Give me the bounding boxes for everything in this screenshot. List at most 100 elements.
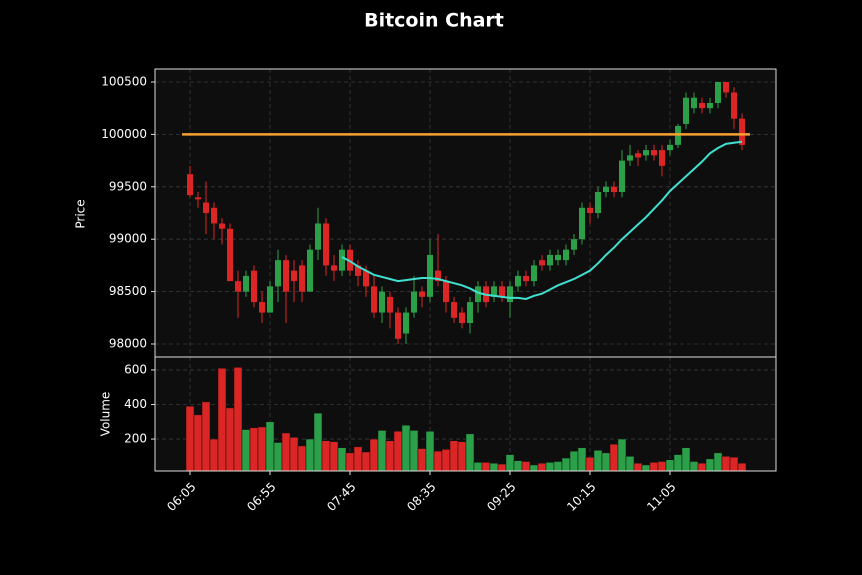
- candle-body: [299, 265, 305, 292]
- volume-bar: [481, 462, 491, 472]
- candle-body: [715, 81, 721, 103]
- volume-bar: [593, 450, 603, 472]
- volume-bar: [369, 438, 379, 472]
- volume-bar: [425, 431, 435, 472]
- y-tick-label: 100500: [101, 74, 147, 88]
- candle-body: [467, 302, 473, 324]
- volume-bar: [417, 448, 427, 472]
- volume-bar: [409, 430, 419, 472]
- volume-bar: [689, 461, 699, 472]
- candle-body: [531, 265, 537, 282]
- candle-body: [723, 81, 729, 93]
- candle-body: [307, 249, 313, 292]
- candle-body: [267, 286, 273, 313]
- candle-body: [275, 260, 281, 287]
- volume-bar: [185, 405, 195, 472]
- y-tick-label: 99500: [109, 179, 147, 193]
- volume-bar: [257, 426, 267, 472]
- volume-bar: [513, 460, 523, 472]
- volume-bar: [361, 451, 371, 472]
- volume-bar: [449, 440, 459, 472]
- price-panel: [155, 69, 776, 357]
- plot-layer: 98000 98500 99000 99500 100000 100500 200 400 60…: [101, 69, 776, 514]
- volume-bar: [305, 438, 315, 472]
- volume-bar: [665, 459, 675, 472]
- volume-bar: [649, 462, 659, 472]
- candle-body: [627, 155, 633, 161]
- candle-body: [707, 102, 713, 109]
- y-tick-label: 99000: [109, 232, 147, 246]
- volume-bar: [433, 450, 443, 472]
- volume-bar: [625, 456, 635, 472]
- candle-body: [475, 286, 481, 303]
- candle-body: [659, 150, 665, 166]
- candle-body: [227, 228, 233, 282]
- candle-body: [691, 97, 697, 109]
- candle-body: [667, 144, 673, 151]
- volume-bar: [241, 429, 251, 472]
- candle-body: [387, 296, 393, 313]
- volume-bar: [265, 421, 275, 472]
- candle-body: [427, 254, 433, 297]
- candle-body: [451, 302, 457, 318]
- candle-body: [507, 286, 513, 303]
- chart-title: Bitcoin Chart: [364, 10, 504, 32]
- candle-body: [203, 202, 209, 213]
- volume-bar: [377, 430, 387, 472]
- volume-bar: [193, 414, 203, 472]
- volume-bar: [385, 440, 395, 472]
- candle-body: [555, 254, 561, 261]
- volume-bar: [313, 412, 323, 472]
- volume-bar: [393, 431, 403, 472]
- volume-tick-label: 400: [124, 397, 147, 411]
- candle-body: [435, 270, 441, 282]
- candle-body: [243, 275, 249, 292]
- candle-body: [403, 312, 409, 334]
- candle-body: [595, 192, 601, 213]
- candle-body: [411, 291, 417, 313]
- volume-bar: [553, 461, 563, 472]
- volume-axis-label: Volume: [99, 392, 113, 437]
- candle-body: [291, 270, 297, 282]
- volume-bar: [217, 367, 227, 472]
- candle-body: [515, 275, 521, 287]
- candle-body: [619, 160, 625, 193]
- volume-bar: [233, 367, 243, 472]
- volume-bar: [505, 454, 515, 472]
- candle-body: [635, 153, 641, 158]
- candle-body: [547, 254, 553, 266]
- volume-bar: [569, 450, 579, 472]
- candle-body: [251, 270, 257, 303]
- volume-bar: [457, 441, 467, 472]
- volume-bar: [585, 456, 595, 472]
- candle-body: [611, 186, 617, 193]
- volume-bar: [497, 463, 507, 472]
- candle-body: [579, 207, 585, 240]
- candle-body: [443, 281, 449, 303]
- candle-body: [339, 249, 345, 271]
- volume-tick-label: 200: [124, 432, 147, 446]
- volume-bar: [473, 462, 483, 472]
- volume-bar: [489, 462, 499, 472]
- candle-body: [699, 102, 705, 109]
- candle-body: [499, 286, 505, 297]
- volume-bar: [577, 447, 587, 472]
- candle-body: [459, 312, 465, 324]
- candle-body: [315, 223, 321, 250]
- candle-body: [419, 291, 425, 297]
- candle-body: [219, 223, 225, 229]
- candle-body: [587, 207, 593, 213]
- volume-bar: [201, 401, 211, 472]
- volume-bar: [561, 457, 571, 472]
- volume-bar: [529, 464, 539, 472]
- moving-average: [341, 140, 743, 300]
- candle-body: [603, 186, 609, 193]
- volume-bar: [609, 443, 619, 472]
- volume-bar: [729, 456, 739, 472]
- candle-body: [331, 265, 337, 271]
- y-tick-label: 100000: [101, 127, 147, 141]
- volume-bar: [345, 452, 355, 472]
- volume-bar: [297, 445, 307, 472]
- volume-bar: [545, 462, 555, 472]
